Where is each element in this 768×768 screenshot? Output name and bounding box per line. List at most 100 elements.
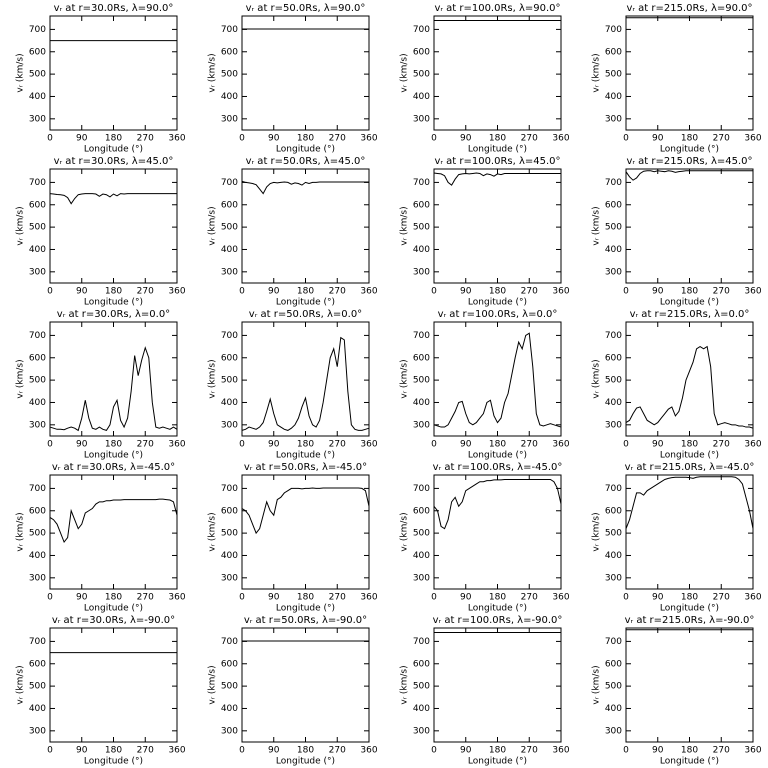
x-tick-label: 270 — [329, 440, 346, 450]
x-tick-label: 270 — [137, 440, 154, 450]
y-tick-label: 500 — [29, 376, 46, 386]
panel: vᵣ at r=50.0Rs, λ=45.0° Longitude (°) vᵣ (… — [208, 156, 378, 308]
panel: vᵣ at r=50.0Rs, λ=90.0° Longitude (°) vᵣ (… — [208, 3, 378, 155]
x-tick-label: 180 — [681, 593, 698, 603]
y-tick-label: 300 — [413, 114, 430, 124]
x-tick-label: 270 — [521, 746, 538, 756]
x-tick-label: 90 — [652, 593, 664, 603]
y-tick-label: 700 — [605, 637, 622, 647]
x-tick-label: 180 — [489, 287, 506, 297]
panel: vᵣ at r=30.0Rs, λ=-45.0° Longitude (°) vᵣ … — [16, 462, 186, 614]
x-tick-label: 180 — [297, 287, 314, 297]
x-tick-label: 360 — [552, 134, 569, 144]
x-tick-label: 90 — [76, 746, 88, 756]
x-tick-label: 270 — [521, 287, 538, 297]
plot-frame — [49, 321, 178, 437]
y-tick-label: 600 — [413, 659, 430, 669]
x-axis-label: Longitude (°) — [84, 451, 143, 461]
y-tick-label: 400 — [221, 551, 238, 561]
x-tick-label: 180 — [681, 746, 698, 756]
x-tick-label: 180 — [489, 440, 506, 450]
data-line — [49, 498, 178, 544]
y-axis-label: vᵣ (km/s) — [208, 359, 218, 398]
y-tick-label: 700 — [29, 25, 46, 35]
x-tick-label: 360 — [360, 287, 377, 297]
y-tick-label: 700 — [29, 484, 46, 494]
x-tick-label: 0 — [623, 746, 629, 756]
panel-title: vᵣ at r=215.0Rs, λ=-45.0° — [625, 462, 755, 473]
y-tick-label: 600 — [413, 506, 430, 516]
y-tick-label: 700 — [29, 178, 46, 188]
data-line — [241, 487, 370, 535]
plot-frame — [241, 15, 370, 131]
x-tick-label: 0 — [239, 134, 245, 144]
y-tick-label: 600 — [221, 506, 238, 516]
plot-frame — [49, 627, 178, 743]
x-tick-label: 0 — [623, 593, 629, 603]
panel-title: vᵣ at r=100.0Rs, λ=45.0° — [434, 156, 560, 167]
y-axis-label: vᵣ (km/s) — [400, 512, 410, 551]
x-tick-label: 360 — [360, 746, 377, 756]
y-tick-label: 700 — [413, 637, 430, 647]
y-tick-label: 700 — [605, 25, 622, 35]
x-axis-label: Longitude (°) — [276, 451, 335, 461]
panel-title: vᵣ at r=30.0Rs, λ=90.0° — [54, 3, 174, 14]
y-tick-label: 300 — [605, 420, 622, 430]
y-tick-label: 400 — [413, 245, 430, 255]
y-tick-label: 500 — [605, 223, 622, 233]
x-tick-label: 90 — [460, 746, 472, 756]
x-tick-label: 90 — [460, 134, 472, 144]
panel: vᵣ at r=215.0Rs, λ=-45.0° Longitude (°) vᵣ… — [592, 462, 762, 614]
x-tick-label: 0 — [47, 746, 53, 756]
x-tick-label: 360 — [744, 746, 761, 756]
y-axis-label: vᵣ (km/s) — [400, 206, 410, 245]
x-tick-label: 270 — [713, 134, 730, 144]
x-tick-label: 90 — [652, 746, 664, 756]
y-tick-label: 500 — [413, 70, 430, 80]
x-axis-label: Longitude (°) — [276, 757, 335, 767]
x-tick-label: 360 — [360, 440, 377, 450]
x-tick-label: 360 — [552, 287, 569, 297]
x-tick-label: 90 — [460, 440, 472, 450]
y-tick-label: 600 — [605, 506, 622, 516]
x-tick-label: 0 — [623, 287, 629, 297]
y-tick-label: 500 — [605, 70, 622, 80]
data-line — [241, 180, 369, 195]
y-tick-label: 500 — [221, 682, 238, 692]
x-axis-label: Longitude (°) — [468, 451, 527, 461]
y-tick-label: 500 — [605, 682, 622, 692]
y-tick-label: 700 — [605, 484, 622, 494]
y-tick-label: 700 — [221, 637, 238, 647]
y-tick-label: 600 — [413, 47, 430, 57]
x-axis-label: Longitude (°) — [660, 757, 719, 767]
x-axis-label: Longitude (°) — [276, 145, 335, 155]
x-tick-label: 0 — [47, 440, 53, 450]
y-tick-label: 400 — [605, 551, 622, 561]
y-tick-label: 600 — [29, 506, 46, 516]
y-tick-label: 400 — [413, 92, 430, 102]
x-tick-label: 180 — [297, 593, 314, 603]
plot-frame — [433, 627, 562, 743]
x-tick-label: 90 — [76, 134, 88, 144]
x-axis-label: Longitude (°) — [660, 451, 719, 461]
x-tick-label: 360 — [744, 593, 761, 603]
x-axis-label: Longitude (°) — [276, 298, 335, 308]
y-tick-label: 400 — [29, 551, 46, 561]
y-tick-label: 700 — [29, 331, 46, 341]
y-tick-label: 400 — [221, 704, 238, 714]
y-axis-label: vᵣ (km/s) — [592, 206, 602, 245]
y-axis-label: vᵣ (km/s) — [592, 359, 602, 398]
y-tick-label: 700 — [413, 484, 430, 494]
x-axis-label: Longitude (°) — [468, 298, 527, 308]
y-tick-label: 600 — [605, 659, 622, 669]
panel-title: vᵣ at r=30.0Rs, λ=45.0° — [54, 156, 174, 167]
plot-frame — [625, 627, 754, 743]
x-tick-label: 0 — [431, 440, 437, 450]
panel: vᵣ at r=100.0Rs, λ=0.0° Longitude (°) vᵣ (… — [400, 309, 570, 461]
data-line — [625, 345, 754, 429]
y-tick-label: 300 — [29, 726, 46, 736]
panel-title: vᵣ at r=30.0Rs, λ=-90.0° — [52, 615, 175, 626]
y-tick-label: 300 — [605, 726, 622, 736]
panel-title: vᵣ at r=50.0Rs, λ=-90.0° — [244, 615, 367, 626]
